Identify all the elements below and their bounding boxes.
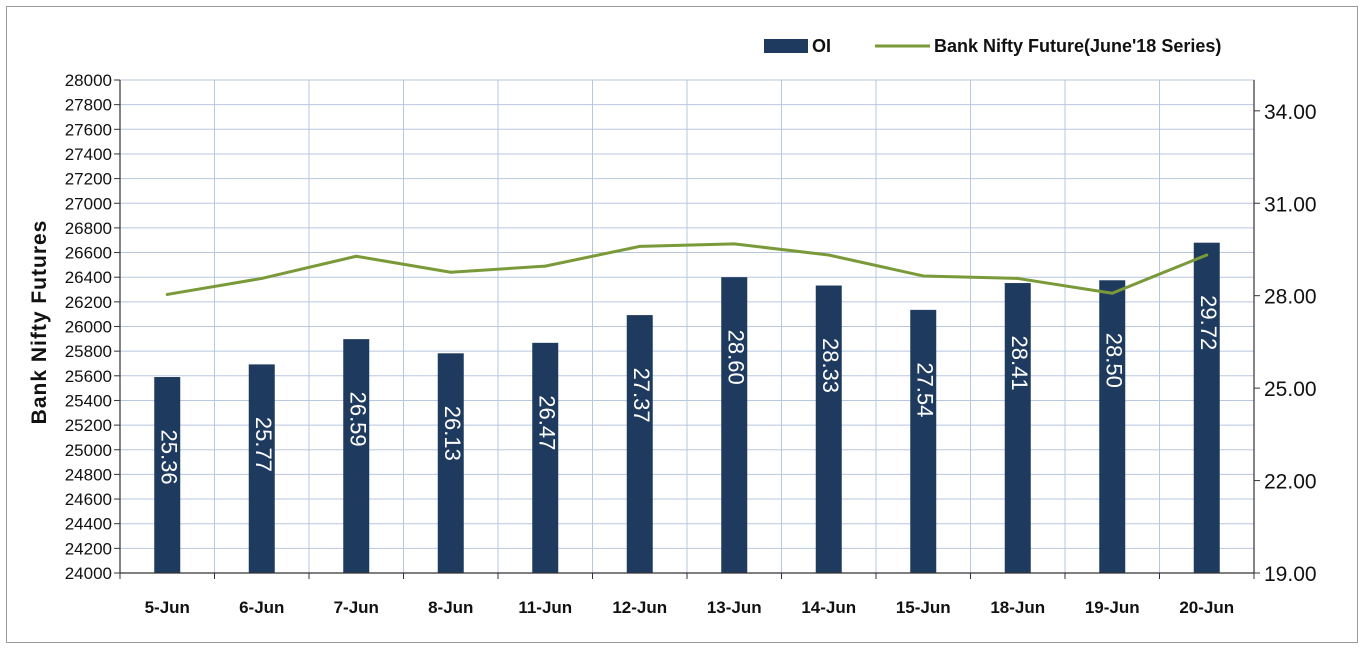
left-tick-label: 24200 — [65, 539, 112, 558]
line-point — [1016, 276, 1020, 280]
bar — [910, 309, 937, 573]
left-tick-label: 25400 — [65, 391, 112, 410]
bar — [248, 364, 275, 573]
left-tick-label: 25800 — [65, 342, 112, 361]
left-tick-label: 25000 — [65, 441, 112, 460]
bars: 25.36 25.77 26.59 26.13 26.47 27.37 28.60 28.33… — [154, 242, 1221, 573]
left-tick-label: 24600 — [65, 490, 112, 509]
x-tick-label: 7-Jun — [334, 598, 379, 617]
right-tick-label: 22.00 — [1264, 471, 1317, 494]
line-point — [827, 253, 831, 257]
bar — [626, 315, 653, 573]
left-tick-label: 27800 — [65, 96, 112, 115]
bar-data-label: 27.54 — [912, 362, 937, 417]
left-tick-label: 26600 — [65, 244, 112, 263]
bar-data-label: 27.37 — [629, 368, 654, 423]
x-tick-label: 20-Jun — [1179, 598, 1234, 617]
line-point — [260, 276, 264, 280]
left-tick-label: 28000 — [65, 71, 112, 90]
bar — [154, 377, 181, 573]
line-point — [921, 274, 925, 278]
left-tick-label: 26000 — [65, 318, 112, 337]
bar-data-label: 28.33 — [818, 338, 843, 393]
line-point — [1205, 253, 1209, 257]
bar-data-label: 28.60 — [723, 330, 748, 385]
bar — [437, 353, 464, 573]
x-tick-label: 11-Jun — [518, 598, 572, 617]
left-tick-label: 24800 — [65, 465, 112, 484]
left-tick-label: 27000 — [65, 194, 112, 213]
legend-label-line: Bank Nifty Future(June'18 Series) — [934, 36, 1221, 56]
x-tick-label: 14-Jun — [801, 598, 856, 617]
left-tick-label: 27400 — [65, 145, 112, 164]
x-tick-label: 5-Jun — [145, 598, 190, 617]
bar-data-label: 26.59 — [345, 392, 370, 447]
bar — [343, 339, 370, 573]
bar-data-label: 26.13 — [440, 406, 465, 461]
x-tick-label: 6-Jun — [239, 598, 284, 617]
line-point — [165, 292, 169, 296]
axes: 24000 24200 24400 24600 24800 25000 25200 25400… — [65, 71, 1317, 617]
right-tick-label: 34.00 — [1264, 101, 1317, 124]
grid — [119, 79, 1255, 574]
x-tick-label: 19-Jun — [1085, 598, 1140, 617]
bar-data-label: 28.50 — [1101, 333, 1126, 388]
bar — [721, 277, 748, 573]
line-point — [638, 244, 642, 248]
bar-data-label: 25.77 — [251, 417, 276, 472]
left-tick-label: 24000 — [65, 564, 112, 583]
left-tick-label: 25200 — [65, 416, 112, 435]
left-tick-label: 27600 — [65, 120, 112, 139]
line-point — [543, 264, 547, 268]
bar — [815, 285, 842, 573]
right-tick-label: 31.00 — [1264, 193, 1317, 216]
left-tick-label: 26800 — [65, 219, 112, 238]
x-tick-label: 8-Jun — [428, 598, 473, 617]
line-series — [165, 242, 1209, 296]
left-tick-label: 25600 — [65, 367, 112, 386]
y-axis-label: Bank Nifty Futures — [28, 220, 51, 425]
bar — [1193, 242, 1220, 573]
bar-data-label: 25.36 — [156, 430, 181, 485]
bar — [1004, 283, 1031, 573]
bar-data-label: 26.47 — [534, 395, 559, 450]
right-tick-label: 28.00 — [1264, 286, 1317, 309]
bar-data-label: 29.72 — [1196, 295, 1221, 350]
x-tick-label: 12-Jun — [612, 598, 667, 617]
left-tick-label: 24400 — [65, 515, 112, 534]
legend: OI Bank Nifty Future(June'18 Series) — [764, 36, 1221, 56]
right-tick-label: 25.00 — [1264, 378, 1317, 401]
right-tick-label: 19.00 — [1264, 563, 1317, 586]
line-path — [166, 242, 1208, 296]
bar-data-label: 28.41 — [1007, 336, 1032, 391]
chart-frame — [6, 6, 1358, 643]
x-tick-label: 18-Jun — [990, 598, 1045, 617]
line-point — [1110, 291, 1114, 295]
left-tick-label: 26400 — [65, 268, 112, 287]
line-point — [354, 254, 358, 258]
bar — [1099, 280, 1126, 573]
legend-swatch-oi — [764, 39, 808, 53]
x-tick-label: 15-Jun — [896, 598, 951, 617]
bar — [532, 342, 559, 573]
line-point — [732, 242, 736, 246]
legend-label-oi: OI — [812, 36, 831, 56]
left-tick-label: 27200 — [65, 170, 112, 189]
x-tick-label: 13-Jun — [707, 598, 762, 617]
line-point — [449, 270, 453, 274]
left-tick-label: 26200 — [65, 293, 112, 312]
